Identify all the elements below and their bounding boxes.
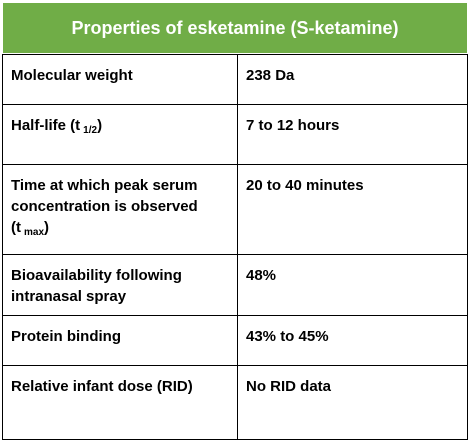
value-cell: No RID data (237, 365, 468, 440)
value-cell: 20 to 40 minutes (237, 164, 468, 255)
table-row: Bioavailability following intranasal spr… (2, 254, 468, 316)
value-cell: 7 to 12 hours (237, 104, 468, 165)
property-cell: Half-life (t 1/2) (2, 104, 238, 165)
value-text: No RID data (246, 378, 332, 395)
property-text: Half-life (t (11, 117, 81, 134)
value-text: 20 to 40 minutes (246, 177, 364, 194)
property-cell: Protein binding (2, 315, 238, 366)
property-text: Protein binding (11, 328, 121, 345)
property-text-end: ) (97, 117, 103, 134)
property-text: Bioavailability following intranasal spr… (11, 267, 182, 305)
value-cell: 238 Da (237, 54, 468, 105)
property-subscript: 1/2 (83, 125, 98, 136)
property-cell: Molecular weight (2, 54, 238, 105)
property-text: Molecular weight (11, 67, 133, 84)
properties-table: Molecular weight 238 Da Half-life (t 1/2) 7 … (2, 54, 468, 440)
table-row: Protein binding 43% to 45% (2, 315, 468, 366)
property-cell: Bioavailability following intranasal spr… (2, 254, 238, 316)
property-subscript: max (24, 227, 45, 238)
table-row: Half-life (t 1/2) 7 to 12 hours (2, 104, 468, 165)
value-cell: 43% to 45% (237, 315, 468, 366)
value-cell: 48% (237, 254, 468, 316)
properties-card: Properties of esketamine (S-ketamine) Mo… (2, 2, 468, 440)
property-text: Relative infant dose (RID) (11, 378, 193, 395)
value-text: 7 to 12 hours (246, 117, 340, 134)
value-text: 238 Da (246, 67, 295, 84)
property-cell: Time at which peak serum concentration i… (2, 164, 238, 255)
table-row: Molecular weight 238 Da (2, 54, 468, 105)
property-text-end: ) (44, 219, 50, 236)
header-title: Properties of esketamine (S-ketamine) (2, 2, 468, 54)
value-text: 48% (246, 267, 277, 284)
property-cell: Relative infant dose (RID) (2, 365, 238, 440)
property-text: Time at which peak serum concentration i… (11, 177, 198, 236)
table-row: Time at which peak serum concentration i… (2, 164, 468, 255)
table-row: Relative infant dose (RID) No RID data (2, 365, 468, 440)
value-text: 43% to 45% (246, 328, 329, 345)
